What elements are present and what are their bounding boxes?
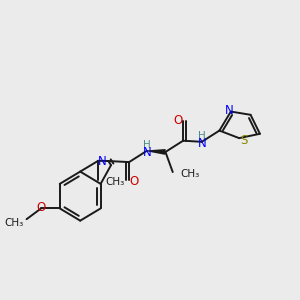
Text: CH₃: CH₃ xyxy=(106,177,125,187)
Text: H: H xyxy=(143,140,151,150)
Polygon shape xyxy=(147,149,166,155)
Text: S: S xyxy=(240,134,247,147)
Text: CH₃: CH₃ xyxy=(180,169,200,179)
Text: N: N xyxy=(198,137,207,150)
Text: N: N xyxy=(98,155,106,168)
Text: O: O xyxy=(37,201,46,214)
Text: H: H xyxy=(198,131,206,141)
Text: N: N xyxy=(225,104,233,117)
Text: N: N xyxy=(143,146,152,159)
Text: O: O xyxy=(174,114,183,127)
Text: O: O xyxy=(129,175,139,188)
Text: CH₃: CH₃ xyxy=(4,218,24,228)
